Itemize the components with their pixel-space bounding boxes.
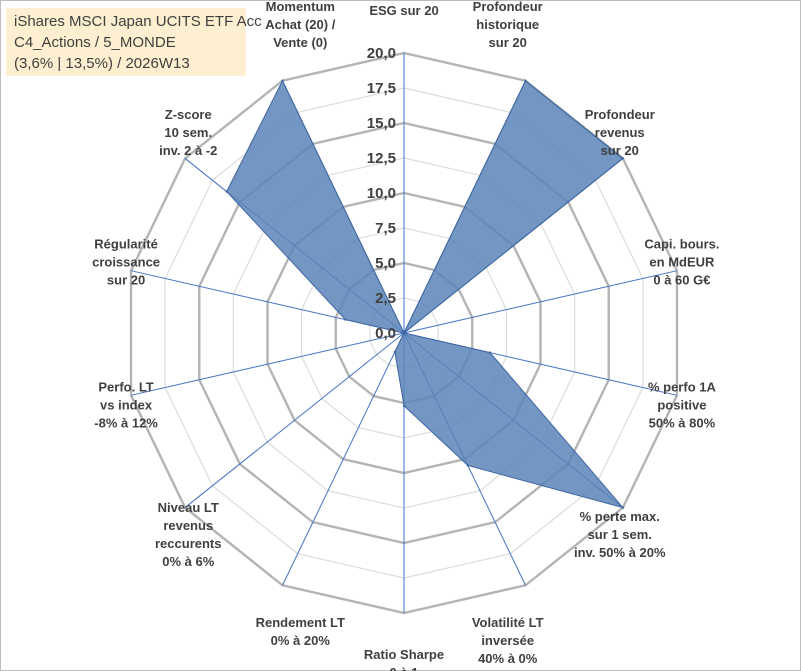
axis-label-line: 0% à 6% xyxy=(162,554,214,569)
axis-label: NoteESG sur 20 xyxy=(369,0,438,18)
data-point xyxy=(225,190,228,193)
tick-label: 17,5 xyxy=(367,80,396,97)
axis-label-line: 50% à 80% xyxy=(649,416,716,431)
axis-label-line: vs index xyxy=(100,398,153,413)
tick-label: 7,5 xyxy=(375,220,396,237)
data-point xyxy=(344,318,347,321)
axis-label-line: % perfo 1A xyxy=(648,380,717,395)
chart-title-line-3: (3,6% | 13,5%) / 2026W13 xyxy=(14,55,190,72)
tick-label: 20,0 xyxy=(367,45,396,62)
tick-label: 2,5 xyxy=(375,290,396,307)
tick-label: 0,0 xyxy=(375,325,396,342)
axis-label: Volatilité LT inversée 40% à 0% xyxy=(472,615,544,666)
axis-label-line: en MdEUR xyxy=(649,254,715,269)
axis-label-line: positive xyxy=(657,398,706,413)
axis-label-line: reccurents xyxy=(155,536,221,551)
axis-label-line: Ratio Sharpe xyxy=(364,647,444,662)
data-point xyxy=(393,350,397,354)
axis-label-line: inv. 50% à 20% xyxy=(574,545,666,560)
axis-label: Niveau LT revenus reccurents 0% à 6% xyxy=(155,500,221,569)
axis-label-line: Perfo. LT xyxy=(98,380,153,395)
axis-spoke xyxy=(130,332,405,396)
radar-series xyxy=(225,79,625,509)
radar-axis-labels: NoteESG sur 20 Profondeur historique sur 20… xyxy=(92,0,719,671)
axis-label: Profondeur revenus sur 20 xyxy=(585,107,655,158)
axis-label-line: Z-score xyxy=(165,107,212,122)
axis-label-line: 40% à 0% xyxy=(478,651,538,666)
tick-label: 12,5 xyxy=(367,150,396,167)
data-point xyxy=(621,506,625,509)
data-point xyxy=(402,331,406,335)
axis-label-line: ESG sur 20 xyxy=(369,3,438,18)
axis-label-line: 10 sem. xyxy=(164,125,212,140)
axis-label-line: revenus xyxy=(595,125,645,140)
radar-tick-labels: 0,0 2,5 5,0 7,5 10,0 12,5 15,0 17,5 20,0 xyxy=(367,45,396,342)
axis-label-line: sur 20 xyxy=(107,272,145,287)
axis-label-line: sur 1 sem. xyxy=(588,527,652,542)
axis-label: % perte max. sur 1 sem. inv. 50% à 20% xyxy=(574,509,666,560)
axis-label-line: Profondeur xyxy=(473,0,543,14)
axis-spoke xyxy=(184,332,405,508)
data-point xyxy=(524,79,527,82)
axis-label-line: sur 20 xyxy=(489,35,527,50)
tick-label: 15,0 xyxy=(367,115,396,132)
data-point xyxy=(466,464,469,467)
axis-label-line: Profondeur xyxy=(585,107,655,122)
axis-label: Régularité croissance sur 20 xyxy=(92,236,160,287)
axis-label-line: croissance xyxy=(92,254,160,269)
tick-label: 10,0 xyxy=(367,185,396,202)
axis-label: Ratio Sharpe 0 à 1 xyxy=(364,647,444,671)
data-point xyxy=(621,157,625,160)
axis-label-line: 0 à 60 G€ xyxy=(653,272,710,287)
axis-label: % perfo 1A positive 50% à 80% xyxy=(648,380,717,431)
axis-label: Perfo. LT vs index -8% à 12% xyxy=(94,380,158,431)
axis-label-line: -8% à 12% xyxy=(94,416,158,431)
axis-label: Z-score 10 sem. inv. 2 à -2 xyxy=(159,107,217,158)
axis-label-line: inversée xyxy=(481,633,534,648)
axis-label-line: 0 à 1 xyxy=(390,665,419,671)
data-point xyxy=(402,404,406,407)
axis-label-line: Volatilité LT xyxy=(472,615,544,630)
axis-label-line: 0% à 20% xyxy=(271,633,331,648)
axis-label-line: sur 20 xyxy=(601,143,639,158)
axis-label: Rendement LT 0% à 20% xyxy=(256,615,345,648)
chart-title-line-2: C4_Actions / 5_MONDE xyxy=(14,34,176,51)
axis-label-line: Capi. bours. xyxy=(644,236,719,251)
chart-title-line-1: iShares MSCI Japan UCITS ETF Acc xyxy=(14,13,262,30)
axis-label: Momentum Achat (20) / Vente (0) xyxy=(265,0,335,50)
axis-label: Capi. bours. en MdEUR 0 à 60 G€ xyxy=(644,236,719,287)
axis-spoke xyxy=(403,270,678,334)
axis-label-line: historique xyxy=(476,17,539,32)
axis-label-line: inv. 2 à -2 xyxy=(159,143,217,158)
axis-label-line: Vente (0) xyxy=(273,35,327,50)
data-point xyxy=(488,351,492,354)
axis-label-line: Momentum xyxy=(266,0,335,14)
axis-spoke xyxy=(282,332,405,586)
axis-label-line: Achat (20) / xyxy=(265,17,335,32)
tick-label: 5,0 xyxy=(375,255,396,272)
chart-title-box xyxy=(6,8,246,76)
axis-label-line: Rendement LT xyxy=(256,615,345,630)
data-point xyxy=(281,79,284,82)
axis-label-line: revenus xyxy=(163,518,213,533)
axis-label-line: Niveau LT xyxy=(158,500,219,515)
series-area xyxy=(226,79,625,509)
axis-label-line: Régularité xyxy=(94,236,158,251)
axis-label-line: % perte max. xyxy=(580,509,660,524)
axis-label: Profondeur historique sur 20 xyxy=(473,0,543,50)
